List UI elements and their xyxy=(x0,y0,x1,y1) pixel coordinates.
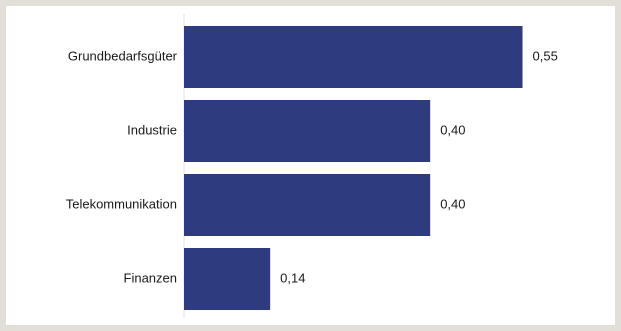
value-label-1: 0,40 xyxy=(440,122,465,137)
category-label-3: Finanzen xyxy=(124,270,177,285)
bar-1 xyxy=(184,100,431,162)
bar-3 xyxy=(184,248,271,310)
bars-group: Grundbedarfsgüter 0,55 Industrie 0,40 Teleko… xyxy=(66,26,558,310)
value-label-2: 0,40 xyxy=(440,196,465,211)
category-label-1: Industrie xyxy=(127,122,177,137)
value-label-3: 0,14 xyxy=(280,270,305,285)
category-label-2: Telekommunikation xyxy=(66,196,177,211)
bar-0 xyxy=(184,26,523,88)
bar-2 xyxy=(184,174,431,236)
value-label-0: 0,55 xyxy=(533,48,558,63)
category-label-0: Grundbedarfsgüter xyxy=(68,48,178,63)
